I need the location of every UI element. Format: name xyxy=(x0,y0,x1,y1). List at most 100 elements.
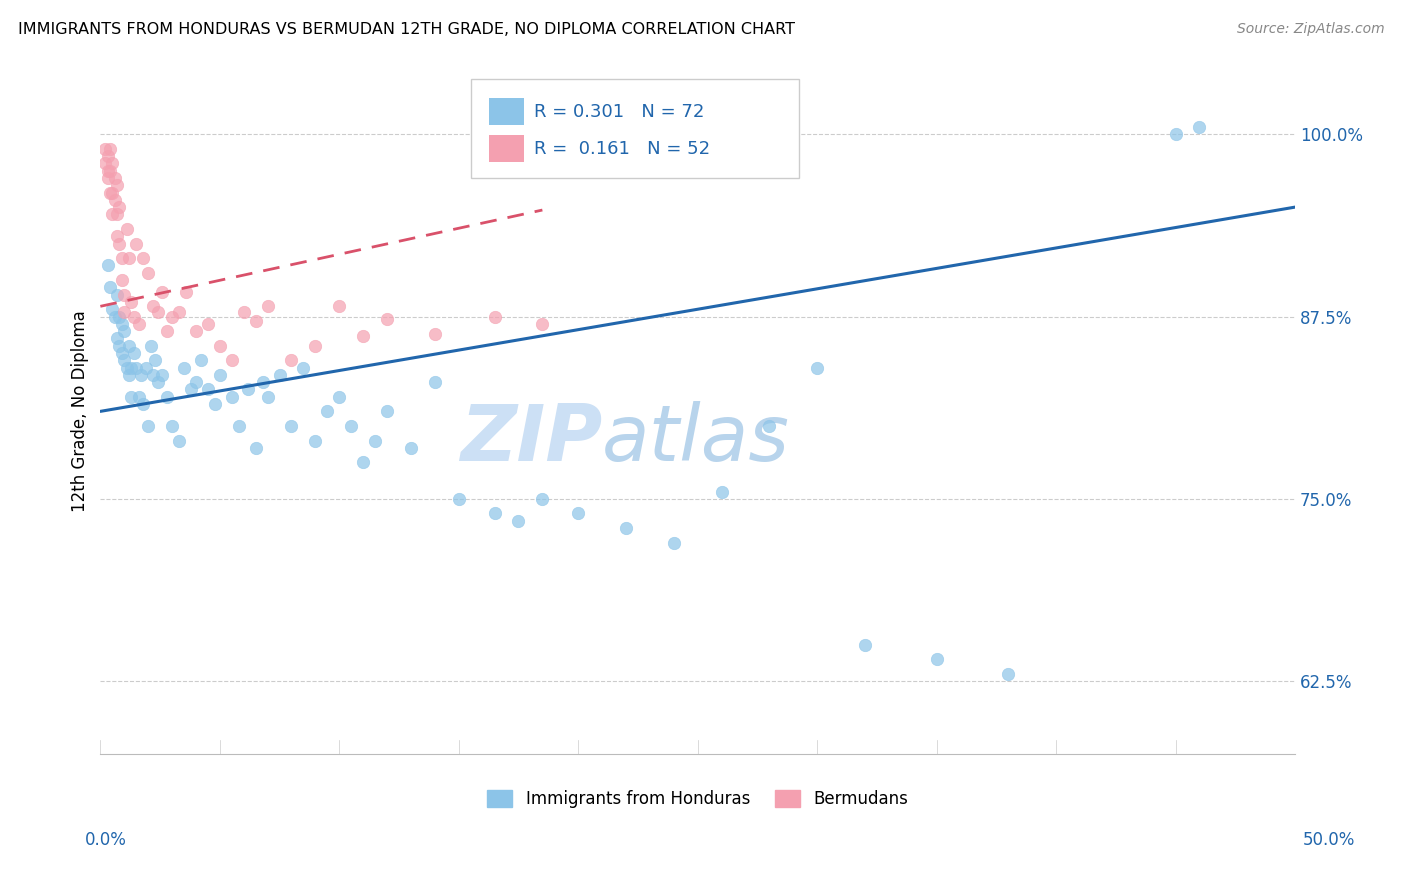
FancyBboxPatch shape xyxy=(471,78,799,178)
Point xyxy=(352,455,374,469)
Point xyxy=(96,149,118,163)
Point xyxy=(132,397,155,411)
Point xyxy=(98,163,121,178)
Point xyxy=(98,186,121,200)
Point xyxy=(108,236,131,251)
Point xyxy=(132,251,155,265)
Point xyxy=(228,419,250,434)
Point xyxy=(447,491,470,506)
Point xyxy=(662,535,685,549)
Point xyxy=(484,507,506,521)
Point xyxy=(118,339,141,353)
Point xyxy=(184,375,207,389)
Point xyxy=(105,287,128,301)
Point xyxy=(160,310,183,324)
Point xyxy=(146,375,169,389)
Point xyxy=(136,266,159,280)
Point xyxy=(352,328,374,343)
Point xyxy=(135,360,157,375)
Text: ZIP: ZIP xyxy=(460,401,602,477)
Text: R = 0.301   N = 72: R = 0.301 N = 72 xyxy=(534,103,704,120)
Point xyxy=(758,419,780,434)
Point xyxy=(364,434,387,448)
Point xyxy=(156,324,179,338)
Point xyxy=(112,324,135,338)
Point xyxy=(375,312,398,326)
Point xyxy=(142,299,165,313)
Point xyxy=(139,339,162,353)
Point xyxy=(423,326,446,341)
Point xyxy=(184,324,207,338)
Point xyxy=(806,360,828,375)
Point xyxy=(108,310,131,324)
Point xyxy=(316,404,339,418)
Point xyxy=(328,299,350,313)
Point xyxy=(204,397,226,411)
Point xyxy=(280,419,302,434)
Point xyxy=(104,170,127,185)
Point xyxy=(125,236,148,251)
Point xyxy=(256,299,278,313)
Point xyxy=(115,360,138,375)
Point xyxy=(423,375,446,389)
Point xyxy=(122,346,145,360)
Point xyxy=(104,310,127,324)
Point xyxy=(101,186,124,200)
Point xyxy=(101,302,124,317)
Point xyxy=(105,229,128,244)
Point xyxy=(232,305,254,319)
Point xyxy=(105,178,128,193)
Y-axis label: 12th Grade, No Diploma: 12th Grade, No Diploma xyxy=(72,310,89,512)
Point xyxy=(508,514,530,528)
Point xyxy=(292,360,315,375)
Point xyxy=(142,368,165,382)
Point xyxy=(1164,127,1187,141)
Point xyxy=(101,207,124,221)
Point xyxy=(96,170,118,185)
Point xyxy=(125,360,148,375)
Point xyxy=(245,314,267,328)
Text: 0.0%: 0.0% xyxy=(84,831,127,849)
Point xyxy=(167,434,190,448)
Point xyxy=(104,193,127,207)
Legend: Immigrants from Honduras, Bermudans: Immigrants from Honduras, Bermudans xyxy=(481,783,915,814)
Point xyxy=(94,156,117,170)
Point xyxy=(108,200,131,214)
Point xyxy=(128,317,150,331)
Point xyxy=(146,305,169,319)
Point xyxy=(176,285,198,299)
Point xyxy=(197,383,219,397)
Point xyxy=(111,346,134,360)
Point xyxy=(122,310,145,324)
Point xyxy=(375,404,398,418)
Point xyxy=(328,390,350,404)
Point xyxy=(853,638,876,652)
Point xyxy=(340,419,363,434)
Point xyxy=(101,156,124,170)
Point xyxy=(997,667,1019,681)
FancyBboxPatch shape xyxy=(489,98,524,126)
Point xyxy=(245,441,267,455)
Point xyxy=(94,142,117,156)
Point xyxy=(925,652,948,666)
Point xyxy=(280,353,302,368)
Point xyxy=(238,383,260,397)
Point xyxy=(112,287,135,301)
Text: 50.0%: 50.0% xyxy=(1302,831,1355,849)
FancyBboxPatch shape xyxy=(489,135,524,162)
Point xyxy=(710,484,733,499)
Point xyxy=(112,305,135,319)
Point xyxy=(108,339,131,353)
Point xyxy=(197,317,219,331)
Point xyxy=(614,521,637,535)
Point xyxy=(484,310,506,324)
Point xyxy=(143,353,166,368)
Point xyxy=(98,142,121,156)
Point xyxy=(128,390,150,404)
Point xyxy=(173,360,195,375)
Point xyxy=(115,222,138,236)
Point xyxy=(531,317,554,331)
Point xyxy=(111,273,134,287)
Point xyxy=(136,419,159,434)
Point xyxy=(399,441,422,455)
